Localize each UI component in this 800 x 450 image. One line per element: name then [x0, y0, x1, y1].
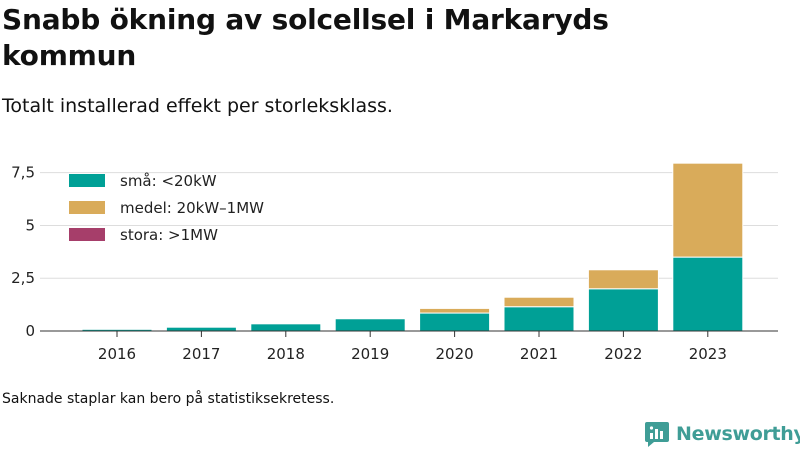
legend-swatch [69, 228, 105, 241]
bar-segment-1 [672, 162, 744, 258]
bar-segment-0 [672, 256, 744, 332]
y-tick-label: 2,5 [11, 269, 35, 287]
legend-swatch [69, 174, 105, 187]
bar-segment-1 [503, 296, 575, 308]
bar-segment-1 [587, 269, 659, 290]
x-tick-label: 2019 [351, 345, 389, 363]
brand-name: Newsworthy [676, 423, 800, 445]
y-tick-label: 5 [25, 216, 35, 234]
footnote: Saknade staplar kan bero på statistiksek… [2, 391, 335, 407]
legend-label: medel: 20kW–1MW [120, 199, 264, 217]
x-tick-label: 2023 [689, 345, 727, 363]
legend-item: stora: >1MW [69, 226, 218, 244]
x-tick-label: 2018 [267, 345, 305, 363]
x-tick-label: 2017 [182, 345, 220, 363]
bar-segment-0 [503, 306, 575, 332]
x-tick-label: 2016 [98, 345, 136, 363]
bar-segment-0 [250, 323, 322, 332]
x-tick-label: 2021 [520, 345, 558, 363]
bar-segment-0 [419, 312, 491, 332]
bar-segment-1 [419, 307, 491, 314]
axes: 0 2,5 5 7,5 2016 2017 2018 2019 2020 2021 2022 2023 [11, 164, 778, 363]
legend: små: <20kW medel: 20kW–1MW stora: >1MW [69, 172, 264, 244]
legend-swatch [69, 201, 105, 214]
chart-title: Snabb ökning av solcellsel i Markaryds k… [2, 3, 609, 72]
x-tick-label: 2020 [436, 345, 474, 363]
legend-label: små: <20kW [120, 172, 217, 190]
y-tick-label: 7,5 [11, 164, 35, 182]
bars [81, 162, 744, 332]
y-tick-label: 0 [25, 322, 35, 340]
bar-segment-0 [587, 288, 659, 332]
bar-segment-0 [165, 326, 237, 332]
chart-subtitle: Totalt installerad effekt per storlekskl… [2, 95, 393, 117]
newsworthy-logo-icon [645, 422, 669, 447]
stacked-bar-chart: 0 2,5 5 7,5 2016 2017 2018 2019 2020 2021 2022 2023… [11, 162, 778, 363]
legend-label: stora: >1MW [120, 226, 218, 244]
x-tick-label: 2022 [604, 345, 642, 363]
legend-item: medel: 20kW–1MW [69, 199, 264, 217]
legend-item: små: <20kW [69, 172, 217, 190]
bar-segment-0 [334, 318, 406, 332]
brand-logo: Newsworthy [644, 419, 800, 449]
